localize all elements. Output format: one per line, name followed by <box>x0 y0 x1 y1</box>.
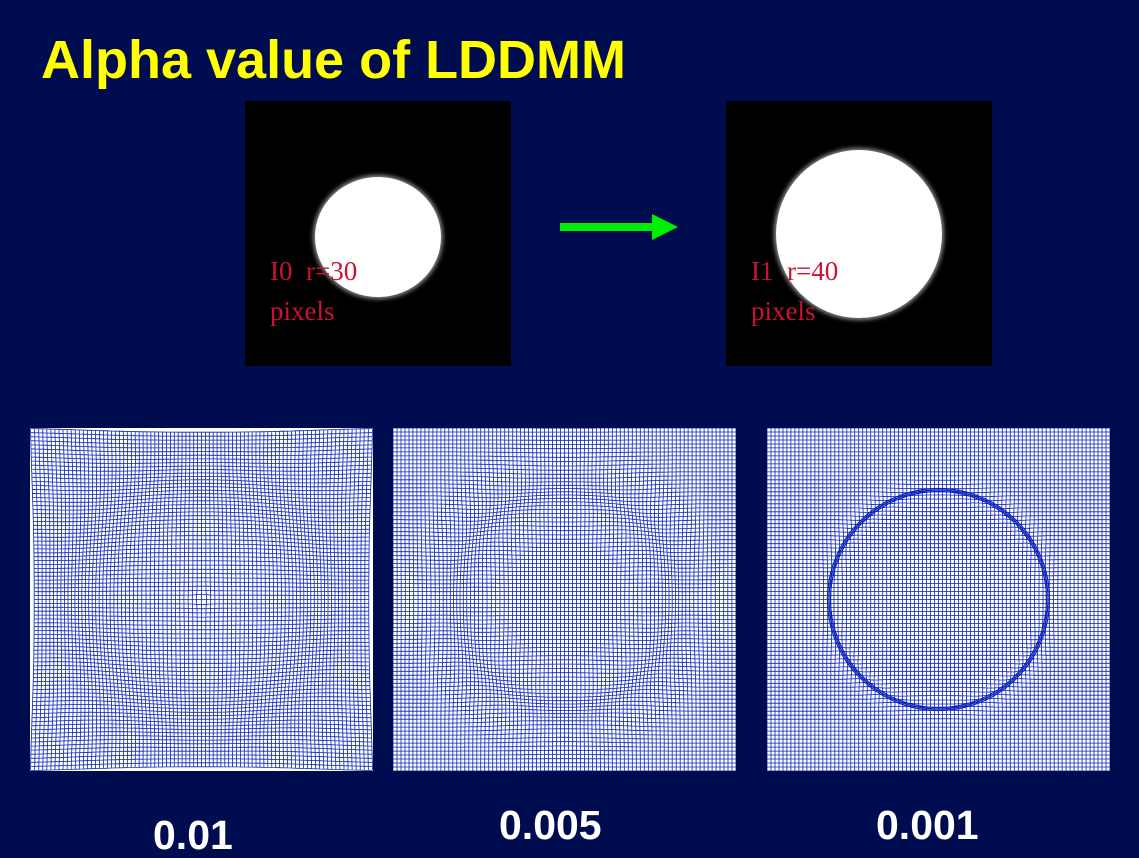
grid-lines <box>767 428 1110 771</box>
white-disc <box>315 177 441 297</box>
boundary-ring <box>828 489 1049 710</box>
boundary-ring <box>829 490 1048 709</box>
target-image-i1: I1 r=40 pixels <box>726 101 992 366</box>
alpha-label-0001: 0.001 <box>876 802 979 848</box>
deformation-grid-alpha-0001 <box>767 428 1110 771</box>
image-label-i1: I1 r=40 pixels <box>751 256 839 326</box>
grid-lines <box>30 428 373 771</box>
deformation-grid-alpha-0005 <box>393 428 736 771</box>
alpha-label-001: 0.01 <box>153 812 233 858</box>
grid-mesh <box>30 428 373 771</box>
image-label-i0: I0 r=30 pixels <box>270 256 358 326</box>
grid-mesh <box>767 428 1110 771</box>
white-disc <box>776 150 942 318</box>
grid-mesh <box>393 428 736 771</box>
alpha-label-0005: 0.005 <box>499 802 602 848</box>
source-image-i0: I0 r=30 pixels <box>245 101 511 366</box>
grid-lines <box>393 428 736 771</box>
boundary-ring <box>826 487 1051 712</box>
slide-title: Alpha value of LDDMM <box>41 30 627 90</box>
arrow-right-icon <box>560 214 678 240</box>
deformation-grid-alpha-001 <box>30 428 373 771</box>
